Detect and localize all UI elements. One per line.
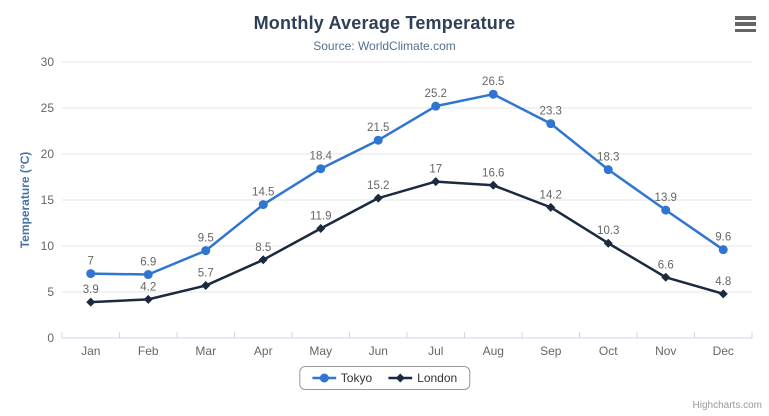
y-axis-label: 20 (41, 147, 55, 161)
y-axis-title: Temperature (°C) (18, 151, 32, 249)
data-label: 23.3 (540, 106, 562, 118)
x-axis-label: Jul (428, 344, 443, 358)
chart-context-menu-button[interactable] (735, 16, 756, 32)
data-label: 4.8 (715, 276, 731, 288)
data-label: 4.2 (140, 281, 156, 293)
series-london-point[interactable] (201, 281, 211, 291)
series-tokyo-point[interactable] (201, 246, 211, 256)
y-axis-label: 30 (41, 55, 55, 69)
series-tokyo-point[interactable] (431, 101, 441, 111)
series-tokyo-point[interactable] (143, 270, 153, 280)
data-label: 10.3 (597, 225, 619, 237)
data-label: 15.2 (367, 180, 389, 192)
series-tokyo-point[interactable] (86, 269, 96, 279)
y-axis-label: 0 (47, 331, 54, 345)
legend-item-tokyo[interactable]: Tokyo (311, 371, 373, 385)
data-label: 14.2 (540, 189, 562, 201)
data-label: 5.7 (198, 268, 214, 280)
y-axis-label: 15 (41, 193, 55, 207)
legend-label: London (417, 371, 458, 385)
x-axis-label: Mar (195, 344, 216, 358)
data-label: 13.9 (655, 192, 677, 204)
diamond-marker-icon (388, 373, 413, 383)
x-axis-label: Nov (655, 344, 676, 358)
data-label: 8.5 (255, 242, 271, 254)
legend-item-london[interactable]: London (388, 371, 457, 385)
data-label: 14.5 (252, 187, 274, 199)
series-london-point[interactable] (661, 272, 671, 282)
series-london-point[interactable] (546, 202, 556, 212)
series-tokyo-point[interactable] (373, 135, 383, 145)
hamburger-icon (735, 16, 756, 20)
hamburger-icon (735, 22, 756, 26)
hamburger-icon (735, 28, 756, 32)
series-london-point[interactable] (86, 297, 96, 307)
legend: Tokyo London (298, 366, 471, 390)
series-tokyo-point[interactable] (488, 89, 498, 99)
data-label: 17 (429, 164, 442, 176)
data-label: 7 (88, 256, 94, 268)
series-tokyo-point[interactable] (718, 245, 728, 255)
data-label: 9.6 (715, 232, 731, 244)
data-label: 9.5 (198, 233, 214, 245)
series-london-point[interactable] (603, 238, 613, 248)
series-london-point[interactable] (431, 177, 441, 187)
legend-label: Tokyo (340, 371, 373, 385)
x-axis-label: Apr (254, 344, 273, 358)
x-axis-label: Jun (369, 344, 388, 358)
series-tokyo-point[interactable] (316, 164, 326, 174)
y-axis-label: 25 (41, 101, 55, 115)
series-london-point[interactable] (143, 294, 153, 304)
data-label: 6.6 (658, 259, 674, 271)
data-label: 26.5 (482, 76, 504, 88)
data-label: 21.5 (367, 122, 389, 134)
series-tokyo-point[interactable] (258, 200, 268, 210)
legend-marker (395, 373, 405, 383)
data-label: 25.2 (425, 88, 447, 100)
data-label: 18.3 (597, 152, 619, 164)
data-label: 11.9 (310, 211, 332, 223)
x-axis-label: Feb (138, 344, 159, 358)
series-tokyo-point[interactable] (603, 165, 613, 175)
chart-subtitle: Source: WorldClimate.com (313, 39, 456, 53)
x-axis-label: Dec (713, 344, 734, 358)
series-tokyo-line (89, 92, 725, 276)
y-axis-label: 10 (41, 239, 55, 253)
x-axis-label: Sep (540, 344, 562, 358)
data-label: 16.6 (482, 167, 504, 179)
data-label: 18.4 (310, 151, 333, 163)
series-london-point[interactable] (258, 255, 268, 265)
x-axis-label: Jan (81, 344, 100, 358)
circle-marker-icon (311, 373, 336, 383)
series-london-point[interactable] (488, 180, 498, 190)
x-axis-label: Oct (599, 344, 618, 358)
series-london-line (89, 180, 725, 304)
data-label: 3.9 (83, 284, 99, 296)
series-london-point[interactable] (373, 193, 383, 203)
credits-link[interactable]: Highcharts.com (692, 400, 762, 411)
legend-marker (319, 373, 329, 383)
series-london-point[interactable] (316, 224, 326, 234)
chart-title: Monthly Average Temperature (253, 13, 516, 33)
data-label: 6.9 (140, 257, 156, 269)
series-tokyo-point[interactable] (546, 119, 556, 129)
series-london-point[interactable] (718, 289, 728, 299)
series-tokyo-point[interactable] (661, 205, 671, 215)
x-axis-label: Aug (483, 344, 504, 358)
x-axis-label: May (309, 344, 332, 358)
y-axis-label: 5 (47, 285, 54, 299)
